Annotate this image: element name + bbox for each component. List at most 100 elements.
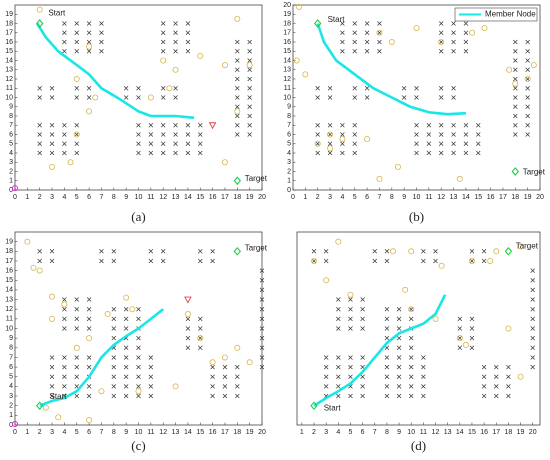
obstacle	[451, 86, 456, 91]
obstacle	[49, 364, 55, 370]
obstacle	[408, 306, 414, 312]
x-tick-label: 1	[303, 194, 307, 201]
obstacle	[173, 86, 178, 91]
obstacle	[433, 249, 438, 254]
obstacle	[210, 374, 215, 379]
obstacle	[235, 132, 240, 137]
obstacle	[323, 249, 329, 254]
obstacle	[148, 141, 154, 146]
x-tick-label: 17	[492, 429, 500, 436]
obstacle	[185, 49, 191, 54]
obstacle	[235, 384, 240, 389]
obstacle	[513, 39, 518, 45]
obstacle	[198, 150, 203, 156]
obstacle	[62, 123, 67, 128]
path-line	[313, 294, 447, 407]
x-tick-label: 13	[172, 429, 180, 436]
obstacle	[451, 49, 456, 54]
obstacle	[148, 355, 154, 360]
obstacle	[494, 364, 499, 370]
obstacle	[74, 393, 79, 399]
node	[506, 66, 513, 73]
obstacle	[160, 95, 166, 100]
obstacle	[74, 123, 79, 128]
obstacle	[198, 249, 203, 254]
node	[408, 306, 415, 313]
y-tick-label: 8	[287, 113, 291, 120]
obstacle	[247, 104, 252, 109]
obstacle	[384, 355, 390, 360]
obstacle	[235, 86, 240, 91]
node	[86, 417, 93, 424]
obstacle	[111, 384, 117, 389]
x-tick-label: 5	[75, 194, 79, 201]
node	[487, 257, 494, 264]
y-tick-label: 0	[287, 187, 291, 194]
x-tick-label: 0	[13, 194, 17, 201]
obstacle	[421, 258, 426, 264]
node	[462, 341, 469, 348]
obstacle	[384, 393, 390, 399]
y-tick-label: 19	[283, 11, 291, 18]
x-tick-label: 12	[159, 194, 167, 201]
obstacle	[384, 384, 390, 389]
y-tick-label: 1	[287, 178, 291, 185]
obstacle	[360, 384, 365, 389]
obstacle	[327, 86, 333, 91]
node	[24, 238, 31, 245]
node	[394, 163, 401, 170]
obstacle	[160, 21, 166, 26]
y-tick-label: 12	[5, 76, 13, 83]
obstacle	[123, 306, 129, 312]
obstacle	[74, 297, 79, 302]
obstacle	[396, 374, 402, 379]
obstacle	[210, 364, 215, 370]
obstacle	[530, 364, 535, 370]
obstacle	[315, 150, 320, 156]
obstacle	[323, 384, 329, 389]
obstacle	[86, 316, 92, 322]
obstacle	[348, 364, 353, 370]
obstacle	[99, 30, 104, 35]
y-tick-label: 3	[287, 159, 291, 166]
obstacle	[506, 384, 511, 389]
obstacle	[259, 268, 265, 273]
obstacle	[340, 39, 345, 45]
obstacle	[396, 364, 402, 370]
obstacle	[37, 86, 42, 91]
obstacle	[340, 141, 345, 146]
obstacle	[136, 123, 141, 128]
obstacle	[336, 393, 341, 399]
diamond-marker	[233, 176, 242, 186]
node	[36, 267, 43, 274]
obstacle	[384, 258, 390, 264]
x-tick-label: 17	[221, 429, 229, 436]
x-tick-label: 18	[233, 429, 241, 436]
obstacle	[62, 39, 67, 45]
x-tick-label: 8	[112, 429, 116, 436]
obstacle	[494, 393, 499, 399]
obstacle	[530, 306, 535, 312]
obstacle	[86, 384, 92, 389]
panel-label: (a)	[131, 209, 145, 224]
obstacle	[438, 30, 444, 35]
x-tick-label: 1	[300, 429, 304, 436]
obstacle	[136, 384, 141, 389]
y-tick-label: 16	[283, 39, 291, 46]
obstacle	[111, 374, 117, 379]
plot-frame	[296, 231, 541, 426]
obstacle	[348, 374, 353, 379]
obstacle	[148, 384, 154, 389]
x-tick-label: 16	[480, 429, 488, 436]
node	[323, 277, 330, 284]
obstacle	[111, 326, 117, 331]
obstacle	[414, 141, 419, 146]
node	[49, 315, 56, 322]
obstacle	[136, 132, 141, 137]
y-tick-label: 1	[9, 178, 13, 185]
x-tick-label: 15	[196, 194, 204, 201]
node	[92, 94, 99, 101]
obstacle	[426, 132, 432, 137]
obstacle	[377, 21, 382, 26]
annotation: Start	[48, 8, 66, 17]
